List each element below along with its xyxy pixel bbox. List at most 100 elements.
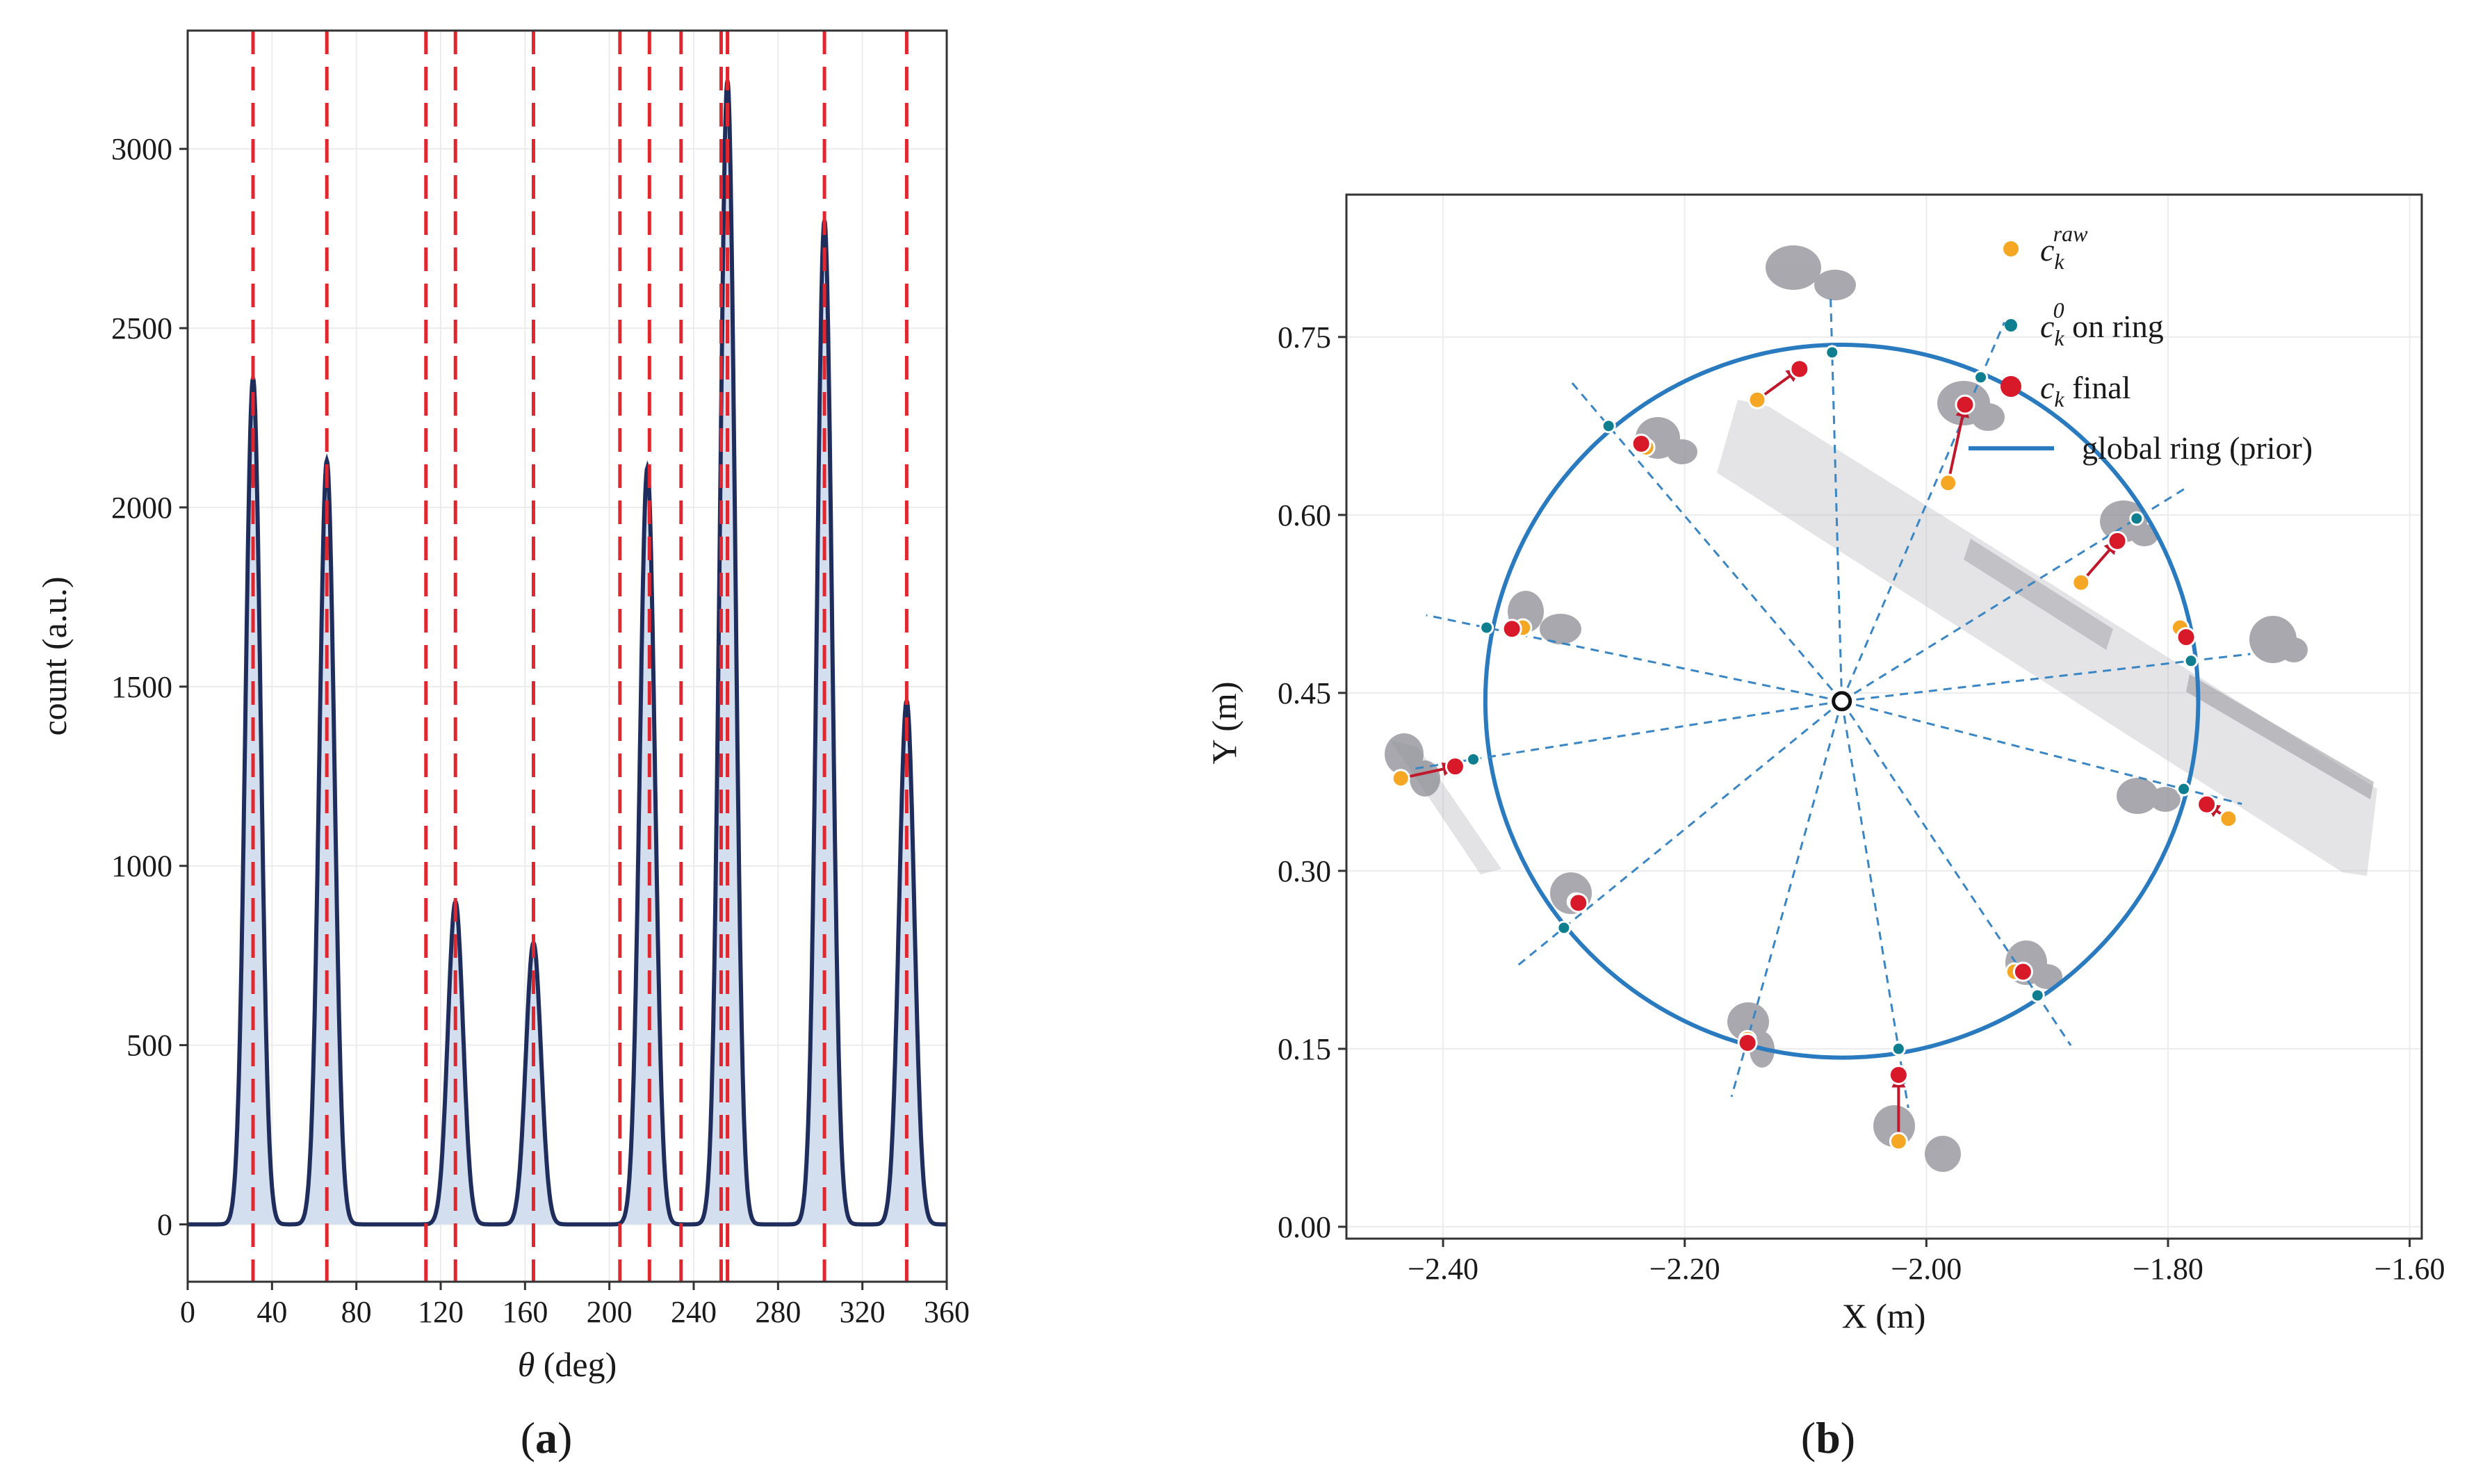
panel-b-ring-fit: −2.40 −2.20 −2.00 −1.80 −1.60 0.000.150.300.… (1205, 193, 2445, 1462)
final-point (2107, 530, 2128, 551)
panel-b-axes-frame (1345, 193, 2423, 1240)
ring-point (1601, 418, 1616, 434)
panel-b-label: (b) (1801, 1413, 1855, 1462)
legend-label-ring: ck0 on ring (2040, 297, 2164, 350)
radial-ray (1515, 700, 1843, 968)
final-point (1888, 1064, 1909, 1085)
ring-point (2176, 781, 2192, 797)
legend-marker-raw (2003, 241, 2019, 256)
ring-point (1556, 920, 1572, 936)
x-tick-label: 280 (755, 1295, 801, 1329)
radial-ray (1841, 700, 2242, 806)
final-point (1955, 394, 1975, 415)
ring-point (2183, 653, 2199, 669)
x-tick-label: 360 (924, 1295, 970, 1329)
y-tick-label: 3000 (111, 132, 172, 166)
x-tick-label: −1.80 (2133, 1252, 2203, 1286)
y-tick-label: 0.15 (1278, 1032, 1331, 1066)
x-tick-label: 200 (587, 1295, 633, 1329)
y-tick-label: 2500 (111, 311, 172, 345)
x-tick-label: 0 (180, 1295, 195, 1329)
y-tick-label: 0.30 (1278, 854, 1331, 888)
radial-ray (1426, 614, 1842, 703)
y-tick-label: 0.75 (1278, 320, 1331, 354)
final-point (1568, 892, 1589, 913)
y-tick-label: 0 (157, 1207, 172, 1241)
radial-ray (1841, 701, 1909, 1109)
ring-point (1825, 345, 1840, 360)
raw-point (2219, 809, 2238, 829)
ring-point (1479, 620, 1494, 635)
y-tick-label: 2000 (111, 491, 172, 525)
y-tick-label: 0.60 (1278, 498, 1331, 532)
panel-b-x-ticks: −2.40 −2.20 −2.00 −1.80 −1.60 (1408, 1239, 2445, 1286)
radial-ray (1568, 378, 1843, 702)
histogram-fill-area (188, 81, 947, 1225)
x-tick-label: −1.60 (2374, 1252, 2445, 1286)
ring-center-marker (1832, 691, 1852, 712)
global-ring-prior (1483, 343, 2201, 1060)
raw-point (1939, 473, 1958, 493)
histogram-curve (188, 80, 947, 1227)
ring-point (1891, 1041, 1906, 1057)
peak-marker-lines (251, 31, 909, 1282)
panel-a-x-axis-label: θ (deg) (518, 1345, 617, 1384)
radial-dashed-rays (1410, 293, 2251, 1109)
panel-b-legend: ckraw ck0 on ring ck final global ring (… (1969, 221, 2313, 466)
final-point (1631, 433, 1652, 454)
x-tick-label: −2.40 (1408, 1252, 1478, 1286)
raw-point (1747, 390, 1767, 409)
point-cloud-background (1385, 245, 2377, 1172)
raw-point (2071, 573, 2091, 592)
ring-point (1466, 751, 1481, 767)
x-tick-label: −2.00 (1891, 1252, 1962, 1286)
final-point (1789, 359, 1810, 380)
panel-b-x-axis-label: X (m) (1842, 1296, 1926, 1335)
y-tick-label: 0.45 (1278, 676, 1331, 710)
final-point (2012, 961, 2033, 982)
displacement-arrow (1946, 403, 1969, 484)
point-cloud-bar (1717, 400, 2377, 876)
x-tick-label: 40 (256, 1295, 287, 1329)
legend-label-final: ck final (2040, 370, 2130, 411)
panel-b-y-ticks: 0.00 0.15 0.30 0.45 0.60 0.75 (1278, 320, 1346, 1244)
legend-marker-final (2001, 376, 2021, 397)
final-points (1444, 359, 2217, 1085)
point-cloud-bar-edge (1964, 539, 2113, 650)
x-tick-label: 320 (840, 1295, 886, 1329)
radial-ray (1841, 653, 2251, 703)
panel-a-label: (a) (521, 1413, 573, 1462)
radial-ray (1829, 293, 1843, 701)
legend-label-global-ring: global ring (prior) (2082, 430, 2313, 466)
y-tick-label: 500 (127, 1029, 172, 1063)
panel-a-axes-frame (186, 29, 948, 1283)
radial-ray (1841, 322, 2005, 702)
y-tick-label: 0.00 (1278, 1210, 1331, 1244)
panel-a-x-ticks: 0 40 80 120 160 200 240 280 320 360 (180, 1282, 970, 1329)
final-point (1501, 619, 1522, 639)
ring-point (2030, 988, 2045, 1003)
panel-a-y-ticks: 0 500 1000 1500 2000 2500 3000 (111, 132, 188, 1241)
final-point (2197, 794, 2217, 815)
x-tick-label: 120 (418, 1295, 464, 1329)
y-tick-label: 1000 (111, 849, 172, 883)
final-point (2176, 627, 2197, 648)
radial-ray (1841, 700, 2072, 1046)
radial-ray (1841, 487, 2187, 703)
raw-point (1391, 769, 1410, 788)
panel-a-y-axis-label: count (a.u.) (35, 576, 74, 735)
ring-point (1973, 370, 1989, 385)
panel-b-gridlines (1346, 195, 2422, 1239)
legend-label-raw: ckraw (2040, 221, 2088, 274)
y-tick-label: 1500 (111, 670, 172, 704)
x-tick-label: −2.20 (1649, 1252, 1720, 1286)
final-point (1444, 756, 1465, 777)
ring-point (2129, 511, 2144, 526)
x-tick-label: 80 (341, 1295, 372, 1329)
raw-point (1889, 1132, 1908, 1151)
panel-a-histogram: 0 40 80 120 160 200 240 280 320 360 0 500 1000 1500 2… (35, 29, 970, 1462)
x-tick-label: 240 (671, 1295, 717, 1329)
legend-marker-ring (2005, 319, 2017, 332)
final-point (1737, 1032, 1758, 1053)
